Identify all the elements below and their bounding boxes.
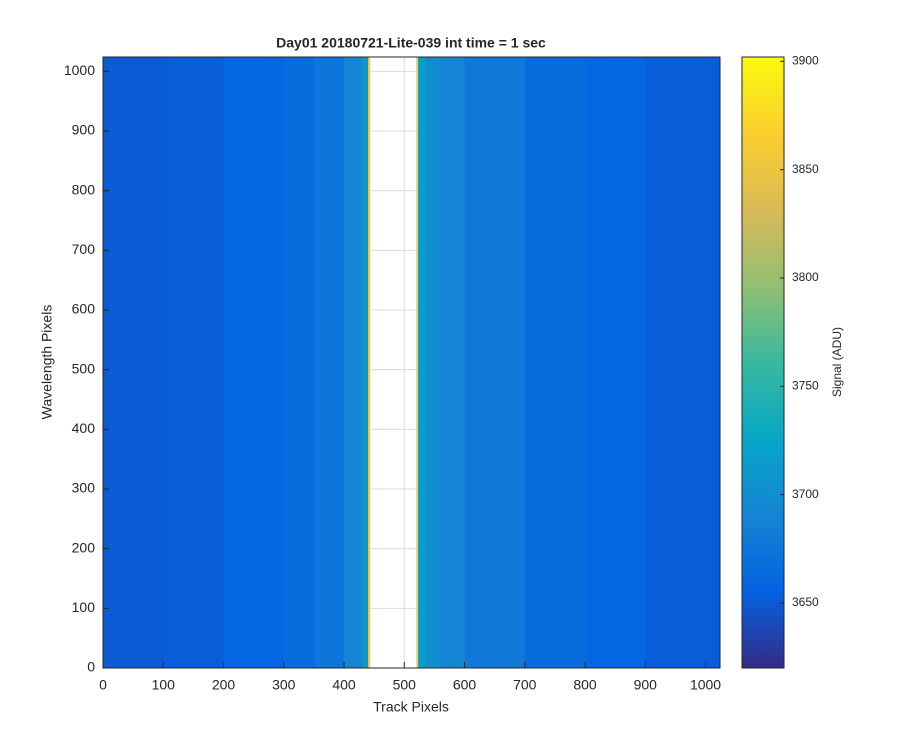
y-tick-label: 200 <box>72 539 96 555</box>
heatmap-cell <box>223 57 285 668</box>
heatmap-cell <box>283 57 315 668</box>
colorbar <box>741 56 785 669</box>
heatmap-cell <box>344 57 363 668</box>
heatmap-cell <box>440 57 465 668</box>
y-tick-label: 0 <box>87 659 95 675</box>
heatmap-cell <box>163 57 224 668</box>
y-tick-label: 500 <box>72 360 96 376</box>
heatmap-cell <box>464 57 526 668</box>
colorbar-tick-label: 3750 <box>792 379 819 393</box>
y-tick-label: 400 <box>72 420 96 436</box>
heatmap-cell <box>103 57 164 668</box>
x-tick-label: 900 <box>634 677 658 693</box>
heatmap-cell <box>425 57 441 668</box>
chart-title: Day01 20180721-Lite-039 int time = 1 sec <box>276 35 546 51</box>
heatmap-cell <box>585 57 646 668</box>
x-tick-label: 400 <box>332 677 356 693</box>
x-tick-label: 600 <box>453 677 477 693</box>
y-tick-label: 600 <box>72 301 96 317</box>
y-axis-label: Wavelength Pixels <box>39 305 55 420</box>
axes-box <box>102 56 721 669</box>
colorbar-tick-label: 3800 <box>792 270 819 284</box>
x-axis-label: Track Pixels <box>373 699 449 715</box>
heatmap-cell <box>418 57 426 668</box>
x-tick-label: 0 <box>99 677 107 693</box>
y-tick-label: 800 <box>72 181 96 197</box>
colorbar-tick-label: 3900 <box>792 54 819 68</box>
colorbar-tick-label: 3850 <box>792 162 819 176</box>
y-tick-label: 300 <box>72 480 96 496</box>
colorbar-label: Signal (ADU) <box>830 327 844 397</box>
heatmap-cell <box>362 57 369 668</box>
x-tick-label: 300 <box>272 677 296 693</box>
y-tick-label: 100 <box>72 599 96 615</box>
heatmap-cell <box>524 57 586 668</box>
heatmap-cell <box>313 57 345 668</box>
heatmap-cell <box>645 57 721 668</box>
x-tick-label: 500 <box>393 677 417 693</box>
x-tick-label: 1000 <box>690 677 721 693</box>
heatmap-cell <box>368 57 371 668</box>
y-tick-label: 1000 <box>64 62 95 78</box>
colorbar-tick-label: 3650 <box>792 595 819 609</box>
x-tick-label: 700 <box>513 677 537 693</box>
y-tick-label: 900 <box>72 122 96 138</box>
colorbar-tick-label: 3700 <box>792 487 819 501</box>
heatmap-cell <box>416 57 419 668</box>
x-tick-label: 800 <box>573 677 597 693</box>
x-tick-label: 100 <box>152 677 176 693</box>
y-tick-label: 700 <box>72 241 96 257</box>
x-tick-label: 200 <box>212 677 236 693</box>
